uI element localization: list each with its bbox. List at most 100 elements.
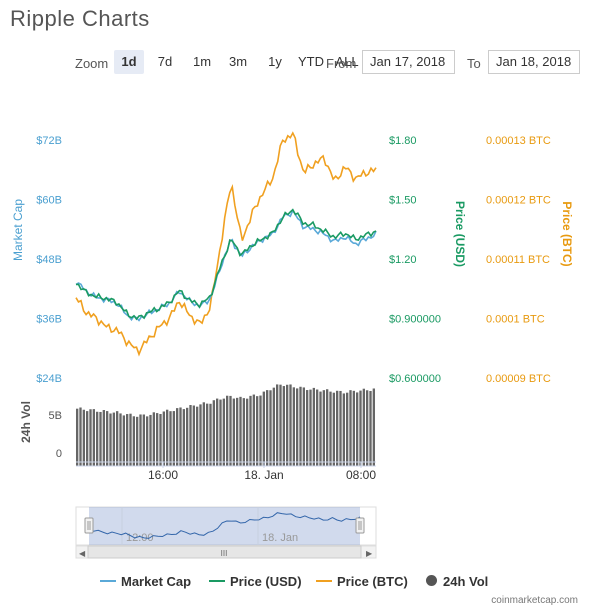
zoom-label: Zoom: [75, 56, 109, 71]
volume-bar: [116, 411, 119, 466]
volume-bar: [212, 400, 215, 466]
navigator-selection: [89, 507, 360, 545]
volume-bar: [226, 395, 229, 466]
volume-bar: [169, 411, 172, 466]
volume-bar: [119, 413, 122, 466]
volume-bar: [356, 392, 359, 466]
volume-bar: [209, 403, 212, 466]
zoom-1m-button[interactable]: 1m: [192, 54, 212, 69]
volume-bar: [122, 415, 125, 466]
volume-bar: [186, 407, 189, 466]
volume-bar: [86, 411, 89, 466]
range-toolbar: Zoom 1d 7d 1m 3m 1y YTD ALL From Jan 17,…: [0, 48, 590, 76]
price-usd-tick-label: $0.900000: [389, 314, 441, 326]
ripple-chart: $72B $60B $48B $36B $24B $1.80 $1.50 $1.20 $0.9…: [11, 131, 574, 559]
volume-bar: [319, 391, 322, 466]
scrollbar-left-arrow[interactable]: ◀: [79, 549, 86, 558]
volume-bar: [166, 409, 169, 466]
volume-bar: [322, 390, 325, 466]
zoom-all-button[interactable]: ALL: [335, 54, 359, 69]
legend-price-usd[interactable]: Price (USD): [230, 574, 302, 589]
volume-bar: [312, 387, 315, 466]
to-date-input[interactable]: Jan 18, 2018: [488, 50, 580, 74]
market-cap-axis-title: Market Cap: [11, 199, 25, 261]
volume-bar: [289, 384, 292, 466]
volume-bar: [99, 411, 102, 466]
volume-bar: [189, 405, 192, 466]
volume-bar: [152, 412, 155, 466]
volume-bar: [192, 405, 195, 466]
navigator-right-handle[interactable]: [355, 517, 365, 534]
page-title: Ripple Charts: [10, 6, 150, 31]
volume-bar: [142, 414, 145, 466]
x-axis-tick-label: 16:00: [148, 468, 178, 482]
from-date-input[interactable]: Jan 17, 2018: [362, 50, 455, 74]
scrollbar-right-arrow[interactable]: ▶: [366, 549, 373, 558]
volume-bar: [269, 390, 272, 466]
scrollbar-thumb[interactable]: [87, 545, 362, 559]
volume-bar: [126, 414, 129, 466]
volume-bar: [366, 390, 369, 466]
volume-bar: [159, 414, 162, 466]
volume-bar: [176, 408, 179, 466]
volume-axis-title: 24h Vol: [19, 401, 33, 443]
zoom-3m-button[interactable]: 3m: [228, 54, 248, 69]
volume-bar: [106, 411, 109, 466]
volume-bar: [196, 406, 199, 466]
price-btc-tick-label: 0.00012 BTC: [486, 195, 551, 207]
zoom-1y-button[interactable]: 1y: [268, 54, 282, 69]
legend-volume-swatch: [426, 575, 437, 586]
navigator-frame: [75, 506, 377, 546]
volume-tick-label: 0: [56, 448, 62, 460]
volume-bar: [266, 390, 269, 466]
volume-bar: [182, 409, 185, 466]
volume-bar: [219, 399, 222, 466]
volume-bar: [96, 411, 99, 466]
legend-volume[interactable]: 24h Vol: [443, 574, 489, 589]
volume-bar: [282, 386, 285, 466]
volume-bar: [82, 409, 85, 466]
market-cap-tick-label: $72B: [36, 135, 62, 147]
scrollbar-grip: III: [221, 549, 228, 558]
legend-market-cap[interactable]: Market Cap: [121, 574, 192, 589]
volume-bar: [92, 409, 95, 466]
volume-bar: [252, 394, 255, 466]
volume-bar: [162, 411, 165, 466]
navigator-left-handle[interactable]: [84, 517, 94, 534]
volume-bar: [329, 391, 332, 466]
volume-bar: [352, 390, 355, 466]
volume-bar: [232, 398, 235, 466]
volume-bar: [286, 384, 289, 466]
volume-bar: [229, 395, 232, 466]
navigator-series-line: [88, 512, 361, 539]
volume-bar: [206, 403, 209, 466]
volume-bar: [332, 392, 335, 466]
volume-bar: [309, 389, 312, 466]
volume-bar: [299, 386, 302, 466]
x-axis-tick-label: 18. Jan: [244, 468, 283, 482]
price-usd-tick-label: $1.50: [389, 195, 417, 207]
volume-bar: [202, 402, 205, 466]
credit-link[interactable]: coinmarketcap.com: [491, 595, 578, 606]
price-usd-tick-label: $1.20: [389, 254, 417, 266]
zoom-1d-button[interactable]: 1d: [114, 50, 144, 74]
legend-price-usd-swatch: [209, 580, 225, 582]
volume-bar: [296, 388, 299, 466]
volume-bar: [292, 387, 295, 466]
navigator-tick-label: 12:00: [126, 532, 154, 544]
volume-bar: [346, 392, 349, 466]
legend-price-btc[interactable]: Price (BTC): [337, 574, 408, 589]
price-usd-tick-label: $1.80: [389, 135, 417, 147]
price-btc-axis-title: Price (BTC): [560, 201, 574, 266]
volume-bar: [316, 389, 319, 466]
volume-bar: [179, 407, 182, 466]
volume-bar: [132, 416, 135, 466]
volume-panel-top: [76, 383, 376, 384]
zoom-7d-button[interactable]: 7d: [157, 54, 173, 69]
price-btc-tick-label: 0.00009 BTC: [486, 373, 551, 385]
zoom-ytd-button[interactable]: YTD: [298, 54, 324, 69]
price-usd-line: [76, 208, 377, 321]
volume-bar: [259, 395, 262, 466]
price-btc-tick-label: 0.0001 BTC: [486, 314, 545, 326]
volume-bar: [339, 390, 342, 466]
